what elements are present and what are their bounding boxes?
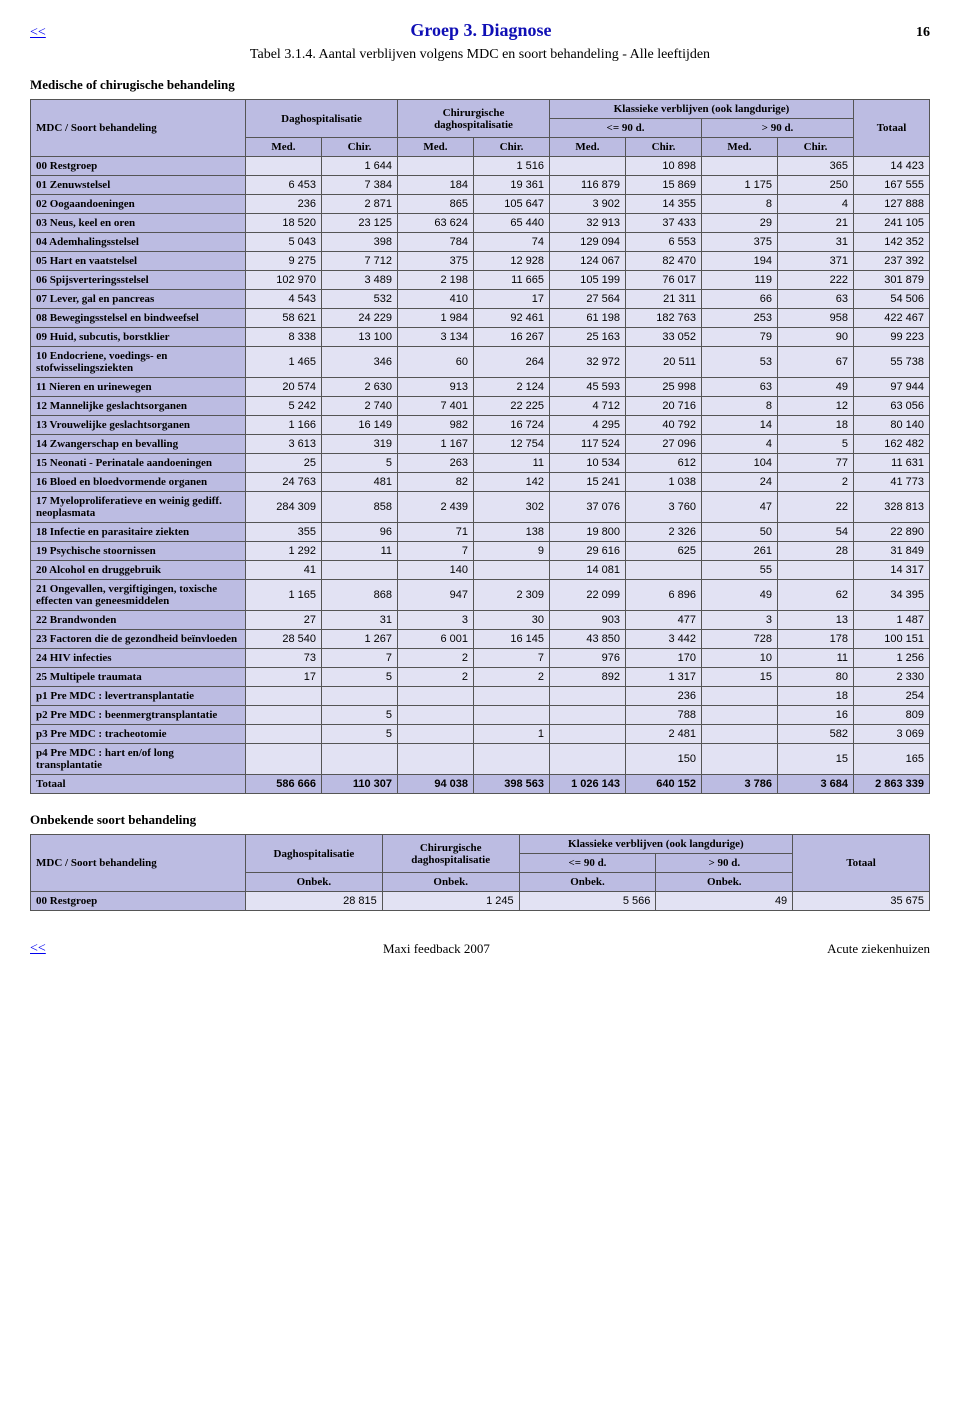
table-row: 10 Endocriene, voedings- en stofwisselin… [31, 347, 930, 378]
table-row: p3 Pre MDC : tracheotomie512 4815823 069 [31, 725, 930, 744]
table-row: 02 Oogaandoeningen2362 871865105 6473 90… [31, 195, 930, 214]
table-row: 12 Mannelijke geslachtsorganen5 2422 740… [31, 397, 930, 416]
table-row: 09 Huid, subcutis, borstklier8 33813 100… [31, 328, 930, 347]
section2-title: Onbekende soort behandeling [30, 812, 930, 828]
table-row: 11 Nieren en urinewegen20 5742 6309132 1… [31, 378, 930, 397]
table-row: 18 Infectie en parasitaire ziekten355967… [31, 523, 930, 542]
table-row: p1 Pre MDC : levertransplantatie23618254 [31, 687, 930, 706]
table-row: 03 Neus, keel en oren18 52023 12563 6246… [31, 214, 930, 233]
page-number: 16 [916, 25, 930, 41]
nav-back-link[interactable]: << [30, 25, 46, 41]
table-row-total: Totaal586 666110 30794 038398 5631 026 1… [31, 775, 930, 794]
table-row: 04 Ademhalingsstelsel5 04339878474129 09… [31, 233, 930, 252]
table-row: 15 Neonati - Perinatale aandoeningen2552… [31, 454, 930, 473]
table-row: 25 Multipele traumata175228921 31715802 … [31, 668, 930, 687]
table-row: 00 Restgroep28 8151 2455 5664935 675 [31, 892, 930, 911]
table-row: p4 Pre MDC : hart en/of long transplanta… [31, 744, 930, 775]
table-row: 06 Spijsverteringsstelsel102 9703 4892 1… [31, 271, 930, 290]
footer-mid: Maxi feedback 2007 [46, 941, 827, 957]
table-caption: Tabel 3.1.4. Aantal verblijven volgens M… [30, 47, 930, 63]
footer-right: Acute ziekenhuizen [827, 941, 930, 957]
table-row: 21 Ongevallen, vergiftigingen, toxische … [31, 580, 930, 611]
table-row: 00 Restgroep1 6441 51610 89836514 423 [31, 157, 930, 176]
table-row: 08 Bewegingsstelsel en bindweefsel58 621… [31, 309, 930, 328]
table-row: 07 Lever, gal en pancreas4 5435324101727… [31, 290, 930, 309]
table-row: p2 Pre MDC : beenmergtransplantatie57881… [31, 706, 930, 725]
table-1: MDC / Soort behandelingDaghospitalisatie… [30, 99, 930, 794]
table-row: 14 Zwangerschap en bevalling3 6133191 16… [31, 435, 930, 454]
table-row: 24 HIV infecties7372797617010111 256 [31, 649, 930, 668]
table-row: 05 Hart en vaatstelsel9 2757 71237512 92… [31, 252, 930, 271]
table-row: 22 Brandwonden27313309034773131 487 [31, 611, 930, 630]
section1-title: Medische of chirugische behandeling [30, 77, 930, 93]
table-row: 13 Vrouwelijke geslachtsorganen1 16616 1… [31, 416, 930, 435]
page-title: Groep 3. Diagnose [46, 20, 916, 41]
footer-back-link[interactable]: << [30, 941, 46, 957]
table-row: 20 Alcohol en druggebruik4114014 0815514… [31, 561, 930, 580]
table-row: 23 Factoren die de gezondheid beïnvloede… [31, 630, 930, 649]
table-2: MDC / Soort behandelingDaghospitalisatie… [30, 834, 930, 911]
table-row: 19 Psychische stoornissen1 292117929 616… [31, 542, 930, 561]
table-row: 16 Bloed en bloedvormende organen24 7634… [31, 473, 930, 492]
table-row: 17 Myeloproliferatieve en weinig gediff.… [31, 492, 930, 523]
table-row: 01 Zenuwstelsel6 4537 38418419 361116 87… [31, 176, 930, 195]
